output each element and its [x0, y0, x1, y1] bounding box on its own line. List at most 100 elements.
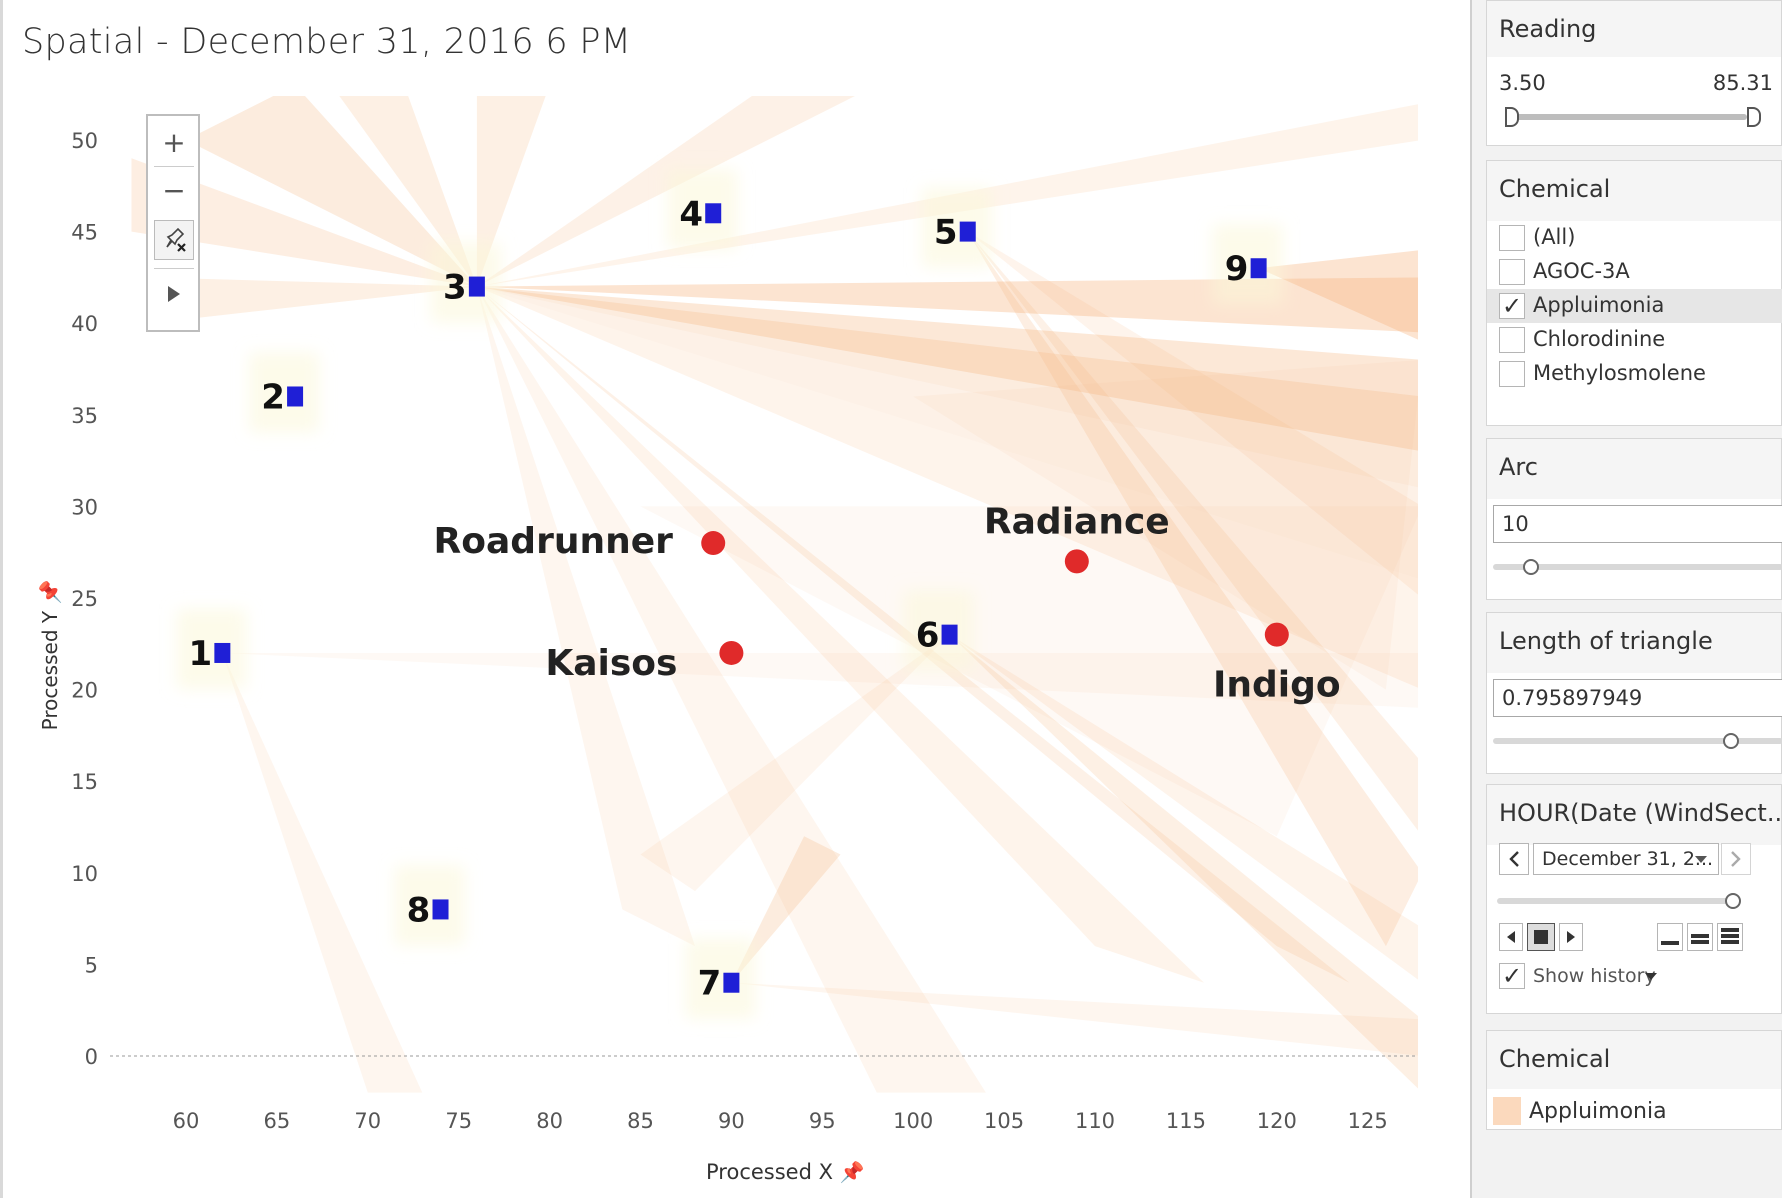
hour-filter-title: HOUR(Date (WindSect...: [1487, 785, 1781, 845]
step-back-button[interactable]: [1499, 923, 1523, 951]
chemical-option[interactable]: ✓ Appluimonia: [1487, 289, 1782, 323]
sensor-marker[interactable]: [705, 203, 722, 224]
zoom-in-button[interactable]: +: [162, 125, 186, 159]
hour-slider-track[interactable]: [1497, 898, 1733, 904]
wind-plume: [476, 286, 1418, 488]
play-icon: [168, 286, 180, 302]
y-tick-label: 10: [71, 862, 98, 886]
x-axis-label: Processed X 📌: [706, 1160, 865, 1184]
chemical-option[interactable]: Methylosmolene: [1487, 357, 1782, 391]
hour-select[interactable]: December 31, 2...: [1533, 843, 1719, 875]
wind-plume: [222, 653, 423, 1093]
chemical-option-checkbox[interactable]: [1499, 259, 1525, 285]
length-slider-track[interactable]: [1493, 738, 1782, 744]
filter-panel: Reading 3.50 85.31 Chemical (All) AGOC-3A…: [1470, 0, 1782, 1198]
show-history-label[interactable]: Show history: [1533, 965, 1656, 987]
chemical-filter-title: Chemical: [1487, 161, 1781, 221]
step-forward-icon: [1567, 931, 1575, 943]
pin-icon[interactable]: 📌: [839, 1160, 865, 1184]
sensor-label: 5: [934, 213, 958, 253]
chemical-option-checkbox[interactable]: [1499, 327, 1525, 353]
chemical-filter: Chemical (All) AGOC-3A ✓ Appluimonia Chlorod…: [1486, 160, 1782, 426]
sensor-marker[interactable]: [468, 276, 485, 297]
y-axis-title: Processed Y: [38, 610, 62, 731]
sensor-marker[interactable]: [723, 972, 740, 993]
arc-input[interactable]: 10: [1493, 505, 1782, 543]
wind-plume: [640, 634, 950, 892]
factory-marker[interactable]: [719, 640, 744, 665]
arc-filter: Arc 10: [1486, 438, 1782, 600]
factory-marker[interactable]: [1064, 549, 1089, 574]
x-tick-label: 95: [809, 1109, 836, 1133]
chemical-option[interactable]: (All): [1487, 221, 1782, 255]
sensor-glow: [903, 590, 974, 671]
previous-value-button[interactable]: [1499, 843, 1529, 875]
show-history-caret-icon[interactable]: [1645, 973, 1657, 981]
x-tick-label: 100: [893, 1109, 933, 1133]
plume-layer: [131, 96, 1418, 1093]
legend-item-label[interactable]: Appluimonia: [1529, 1099, 1667, 1124]
chemical-option-checkbox[interactable]: [1499, 225, 1525, 251]
reading-min-handle[interactable]: [1505, 107, 1519, 127]
arc-slider-knob[interactable]: [1522, 559, 1539, 575]
next-value-button[interactable]: [1721, 843, 1751, 875]
chemical-option-checkbox[interactable]: [1499, 361, 1525, 387]
marks-layer: 1 2 3 4 5 6 7 8 9 Roadrunner Kaisos Radiance Indigo: [189, 194, 1341, 1003]
speed-medium-icon: [1691, 934, 1709, 944]
length-input[interactable]: 0.795897949: [1493, 679, 1782, 717]
y-tick-label: 35: [71, 404, 98, 428]
step-forward-button[interactable]: [1559, 923, 1583, 951]
sensor-label: 1: [189, 634, 213, 674]
chemical-option-label: Chlorodinine: [1533, 327, 1666, 351]
zoom-out-button[interactable]: −: [162, 173, 186, 207]
chemical-option-label: Methylosmolene: [1533, 361, 1706, 385]
unpin-map-button[interactable]: [154, 220, 194, 260]
pin-icon[interactable]: 📌: [38, 579, 62, 605]
reading-max-handle[interactable]: [1747, 107, 1761, 127]
wind-plume: [149, 277, 477, 324]
x-tick-label: 75: [445, 1109, 472, 1133]
expand-toolbar-button[interactable]: [154, 274, 194, 314]
speed-medium-button[interactable]: [1687, 923, 1713, 951]
y-tick-label: 45: [71, 221, 98, 245]
arc-slider-track[interactable]: [1493, 564, 1782, 570]
reading-range-track[interactable]: [1513, 114, 1747, 120]
sensor-label: 2: [261, 377, 285, 417]
sensor-marker[interactable]: [214, 642, 231, 663]
wind-plume: [476, 286, 695, 947]
factory-label: Radiance: [984, 501, 1170, 542]
y-axis-label: Processed Y 📌: [38, 580, 62, 731]
sensor-glow: [430, 242, 501, 323]
sensor-marker[interactable]: [432, 899, 449, 920]
chemical-option-label: (All): [1533, 225, 1576, 249]
sensor-marker[interactable]: [287, 386, 304, 407]
speed-fast-button[interactable]: [1717, 923, 1743, 951]
show-history-checkbox[interactable]: ✓: [1499, 963, 1525, 989]
factory-label: Kaisos: [545, 643, 677, 684]
length-slider-knob[interactable]: [1722, 733, 1739, 749]
sensor-marker[interactable]: [1250, 258, 1267, 279]
sensor-glow: [394, 865, 465, 946]
sensor-marker[interactable]: [959, 221, 976, 242]
wind-plume: [949, 634, 1418, 1089]
chemical-option[interactable]: Chlorodinine: [1487, 323, 1782, 357]
factory-marker[interactable]: [701, 531, 726, 556]
x-axis: 60 65 70 75 80 85 90 95 100 105 110 115 120 125: [173, 1109, 1388, 1133]
stop-button[interactable]: [1527, 923, 1555, 951]
speed-slow-button[interactable]: [1657, 923, 1683, 951]
hour-slider-knob[interactable]: [1725, 893, 1741, 909]
sensor-glow: [176, 608, 247, 689]
chemical-option-checkbox[interactable]: ✓: [1499, 293, 1525, 319]
wind-plume: [967, 231, 1418, 947]
wind-plume: [731, 836, 841, 983]
sensor-marker[interactable]: [941, 624, 958, 645]
chemical-option-label: Appluimonia: [1533, 293, 1665, 317]
y-tick-label: 40: [71, 312, 98, 336]
chemical-legend: Chemical Appluimonia: [1486, 1030, 1782, 1130]
x-tick-label: 105: [984, 1109, 1024, 1133]
length-filter-title: Length of triangle: [1487, 613, 1781, 673]
chemical-option[interactable]: AGOC-3A: [1487, 255, 1782, 289]
factory-marker[interactable]: [1264, 622, 1289, 647]
wind-plume: [913, 360, 1418, 690]
